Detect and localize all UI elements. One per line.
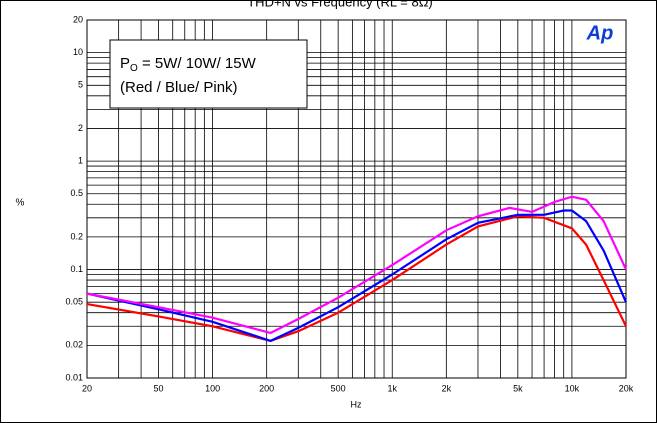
plot-border (86, 19, 627, 379)
y-tick-label: 0.05 (65, 297, 83, 307)
y-tick-label: 0.1 (70, 264, 83, 274)
y-tick-label: 20 (73, 14, 83, 24)
x-tick-label: 500 (331, 383, 346, 393)
series-line (86, 215, 627, 343)
x-axis-label: Hz (351, 399, 362, 409)
plot-lines (86, 195, 628, 343)
legend-rest: = 5W/ 10W/ 15W (138, 55, 257, 72)
y-tick-label: 0.2 (70, 231, 83, 241)
x-tick-label: 50 (153, 383, 163, 393)
x-tick-label: 100 (205, 383, 220, 393)
legend-sub: O (130, 63, 138, 74)
y-tick-label: 0.02 (65, 340, 83, 350)
x-tick-label: 2k (442, 383, 452, 393)
series-line (86, 209, 628, 343)
y-tick-label: 0.01 (65, 372, 83, 382)
legend-line-2: (Red / Blue/ Pink) (120, 79, 238, 96)
y-axis-label: % (16, 198, 25, 209)
y-tick-label: 0.5 (70, 188, 83, 198)
x-tick-label: 200 (259, 383, 274, 393)
x-tick-label: 20k (619, 383, 634, 393)
series-line (86, 195, 627, 335)
y-tick-label: 2 (78, 123, 83, 133)
x-tick-label: 20 (82, 383, 92, 393)
chart-title: THD+N vs Frequency (RL = 8Ω) (247, 0, 433, 9)
y-tick-label: 10 (73, 47, 83, 57)
ap-logo: Ap (586, 22, 614, 44)
x-tick-label: 5k (513, 383, 523, 393)
y-tick-label: 1 (78, 155, 83, 165)
legend-line-1: PO = 5W/ 10W/ 15W (120, 55, 257, 74)
y-tick-label: 5 (78, 80, 83, 90)
legend-box (109, 39, 308, 109)
legend-p: P (120, 55, 130, 72)
x-tick-label: 1k (387, 383, 397, 393)
x-tick-label: 10k (565, 383, 580, 393)
